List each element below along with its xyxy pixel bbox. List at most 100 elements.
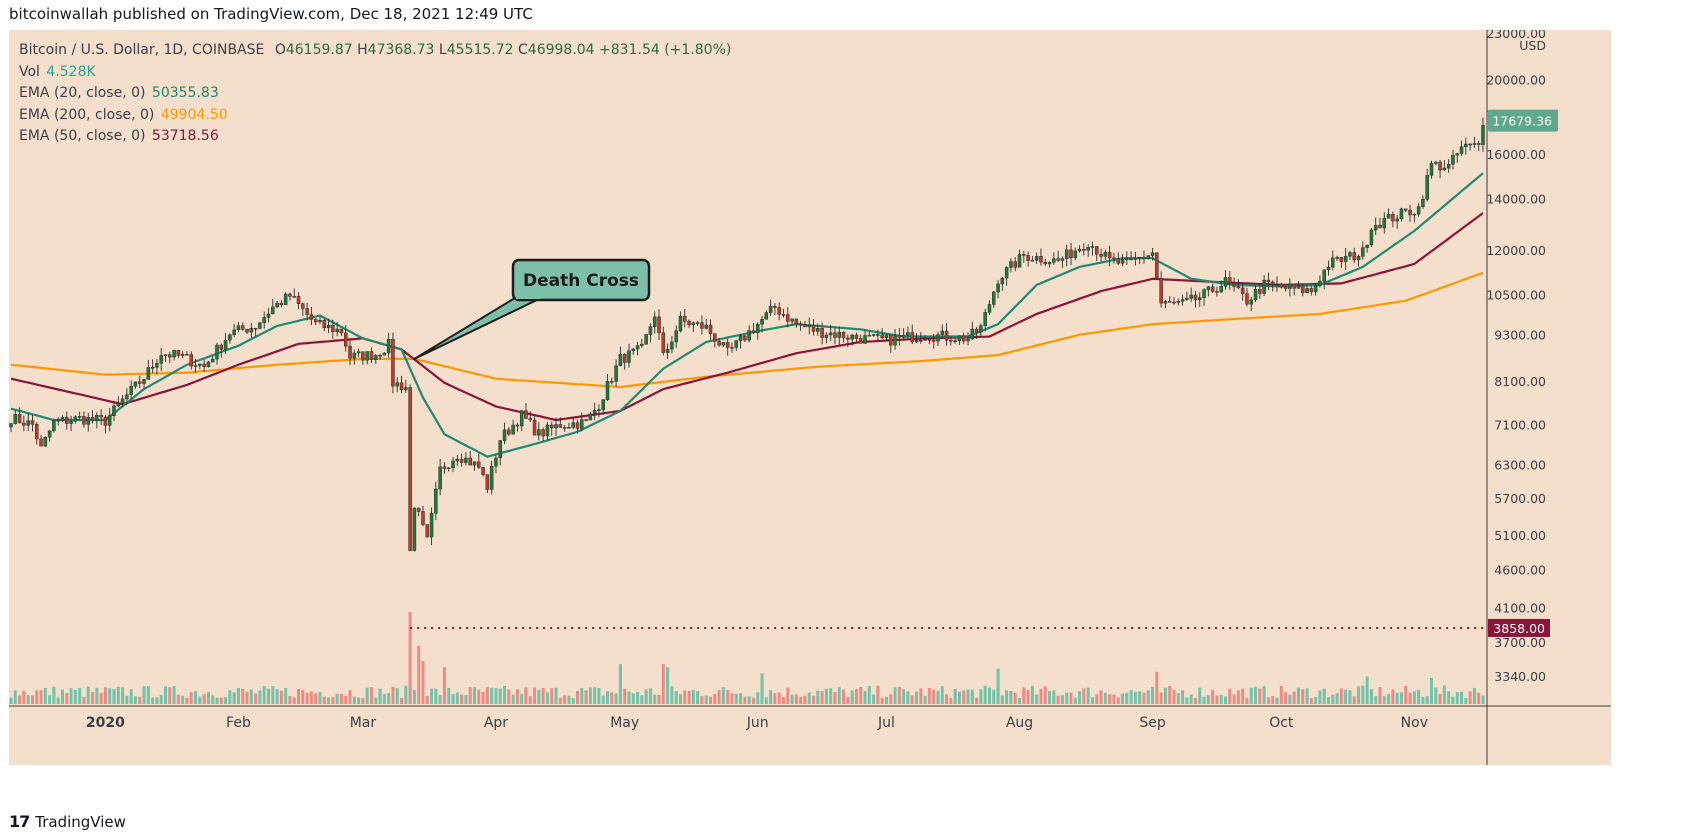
candle-body <box>1313 285 1318 293</box>
candle-body <box>777 307 781 315</box>
candle-body <box>957 335 962 342</box>
candle-body <box>1356 256 1361 261</box>
volume-bar <box>485 687 489 704</box>
ema200-value: 49904.50 <box>160 106 228 123</box>
candle-body <box>923 339 927 341</box>
volume-bar <box>155 697 159 704</box>
volume-bar <box>696 691 700 704</box>
candle-body <box>618 354 623 367</box>
ohlc-open-value: 46159.87 <box>285 42 353 58</box>
candle-body <box>56 419 60 422</box>
candle-body <box>648 326 653 335</box>
candle-body <box>970 328 975 340</box>
candle-body <box>532 419 537 436</box>
candle-body <box>86 417 90 425</box>
volume-bar <box>91 691 95 704</box>
candle-body <box>1309 288 1314 293</box>
symbol-row: Bitcoin / U.S. Dollar, 1D, COINBASE O461… <box>19 40 731 62</box>
volume-bar <box>1429 677 1434 704</box>
x-tick-label: Mar <box>350 715 377 731</box>
candle-body <box>1039 256 1043 263</box>
candle-body <box>794 318 799 325</box>
candle-body <box>210 358 215 363</box>
volume-bar <box>541 687 545 704</box>
candle-body <box>356 351 361 354</box>
volume-bar <box>992 689 996 704</box>
volume-bar <box>880 697 884 704</box>
volume-bar <box>1382 696 1386 704</box>
volume-bar <box>503 685 507 704</box>
volume-bar <box>365 687 369 704</box>
volume-bar <box>1198 687 1202 704</box>
candle-body <box>635 345 640 350</box>
volume-bar <box>854 688 858 704</box>
volume-bar <box>1472 687 1476 704</box>
volume-bar <box>1284 692 1288 704</box>
volume-bar <box>378 688 382 704</box>
volume-bar <box>26 695 30 704</box>
volume-bar <box>580 687 584 704</box>
chart-panel[interactable]: 23000.0020000.0018000.0016000.0014000.00… <box>9 30 1611 765</box>
candle-body <box>1060 258 1065 261</box>
volume-bar <box>69 688 73 704</box>
candle-body <box>820 328 824 338</box>
volume-bar <box>1481 695 1485 704</box>
volume-bar <box>1378 687 1382 704</box>
volume-bar <box>833 692 837 704</box>
volume-bar <box>1391 689 1395 704</box>
candle-body <box>610 380 614 383</box>
candle-body <box>322 319 327 328</box>
candle-body <box>1459 146 1464 154</box>
candle-body <box>1223 277 1228 287</box>
volume-bar <box>670 686 674 704</box>
volume-bar <box>494 687 498 704</box>
ohlc-high-label: H <box>357 42 368 58</box>
candle-body <box>1425 175 1429 200</box>
volume-bar <box>816 690 820 704</box>
candle-body <box>502 429 507 441</box>
candle-body <box>545 424 550 437</box>
volume-bar <box>936 690 940 704</box>
candle-body <box>163 354 168 357</box>
volume-bar <box>395 688 399 704</box>
volume-bar <box>773 693 777 704</box>
volume-bar <box>318 691 322 704</box>
candle-body <box>391 338 395 387</box>
volume-bar <box>1254 686 1258 704</box>
candle-body <box>524 410 528 419</box>
volume-bar <box>850 690 854 704</box>
candle-body <box>1455 153 1460 156</box>
volume-bar <box>30 695 34 704</box>
volume-bar <box>438 695 442 704</box>
ema20-row: EMA (20, close, 0) 50355.83 <box>19 83 731 105</box>
volume-bar <box>1005 690 1009 704</box>
candle-body <box>1258 289 1262 294</box>
volume-bar <box>987 687 991 704</box>
candle-body <box>494 457 498 467</box>
candle-body <box>99 415 103 418</box>
tradingview-brand[interactable]: 17 TradingView <box>9 812 126 831</box>
volume-bar <box>314 693 318 704</box>
candle-body <box>1009 261 1013 268</box>
volume-bar <box>1193 697 1197 704</box>
volume-bar <box>1352 696 1356 704</box>
volume-bar <box>451 694 455 704</box>
candle-body <box>335 328 339 333</box>
chart-legend: Bitcoin / U.S. Dollar, 1D, COINBASE O461… <box>19 40 731 148</box>
volume-bar <box>567 695 571 704</box>
price-chart[interactable]: 23000.0020000.0018000.0016000.0014000.00… <box>9 30 1611 765</box>
volume-bar <box>258 690 262 704</box>
volume-bar <box>1434 687 1438 704</box>
volume-bar <box>915 691 919 704</box>
candle-body <box>296 296 301 304</box>
candle-body <box>708 324 713 334</box>
volume-bar <box>1185 697 1189 704</box>
candle-body <box>219 344 224 350</box>
volume-bar <box>1438 693 1442 704</box>
candle-body <box>811 325 816 332</box>
candle-body <box>1004 267 1009 279</box>
volume-bar <box>60 689 65 704</box>
candle-body <box>1167 301 1172 303</box>
candle-body <box>601 399 605 410</box>
candle-body <box>652 316 657 327</box>
